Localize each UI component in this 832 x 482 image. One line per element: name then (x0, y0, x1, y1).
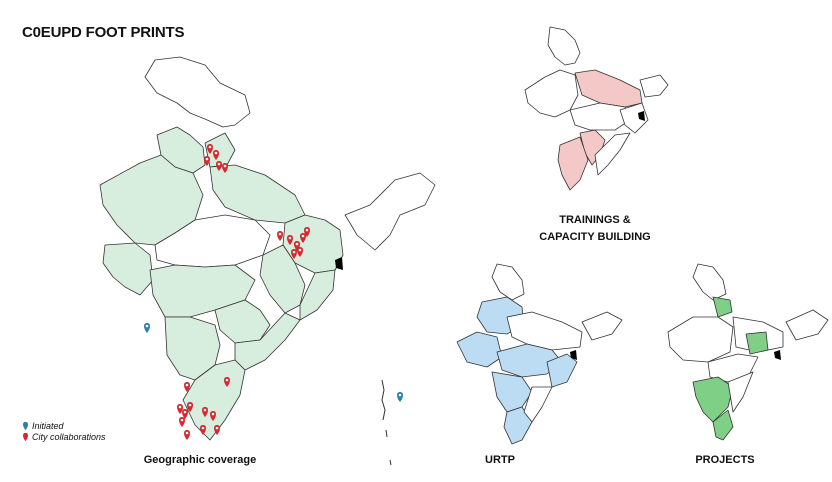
city-pin-icon (23, 432, 28, 441)
caption-geographic: Geographic coverage (143, 454, 257, 466)
legend-initiated-label: Initiated (32, 420, 64, 431)
urtp-map (456, 263, 623, 445)
caption-urtp: URTP (485, 454, 515, 466)
city-collaboration-markers (177, 144, 310, 440)
page-title: C0EUPD FOOT PRINTS (22, 24, 185, 41)
legend-city: City collaborations (22, 431, 106, 442)
caption-trainings-line1: TRAININGS & (559, 214, 631, 226)
legend-initiated: Initiated (22, 420, 106, 431)
legend-city-label: City collaborations (32, 431, 106, 442)
trainings-map (524, 26, 669, 191)
caption-projects: PROJECTS (695, 454, 755, 466)
legend: Initiated City collaborations (22, 420, 106, 442)
caption-trainings: TRAININGS & CAPACITY BUILDING (520, 212, 670, 246)
andaman-islands (381, 379, 403, 466)
geographic-coverage-map (99, 56, 436, 441)
caption-trainings-line2: CAPACITY BUILDING (539, 231, 651, 243)
initiated-pin-icon (23, 421, 28, 430)
initiated-marker (144, 323, 150, 333)
projects-map (667, 263, 829, 441)
